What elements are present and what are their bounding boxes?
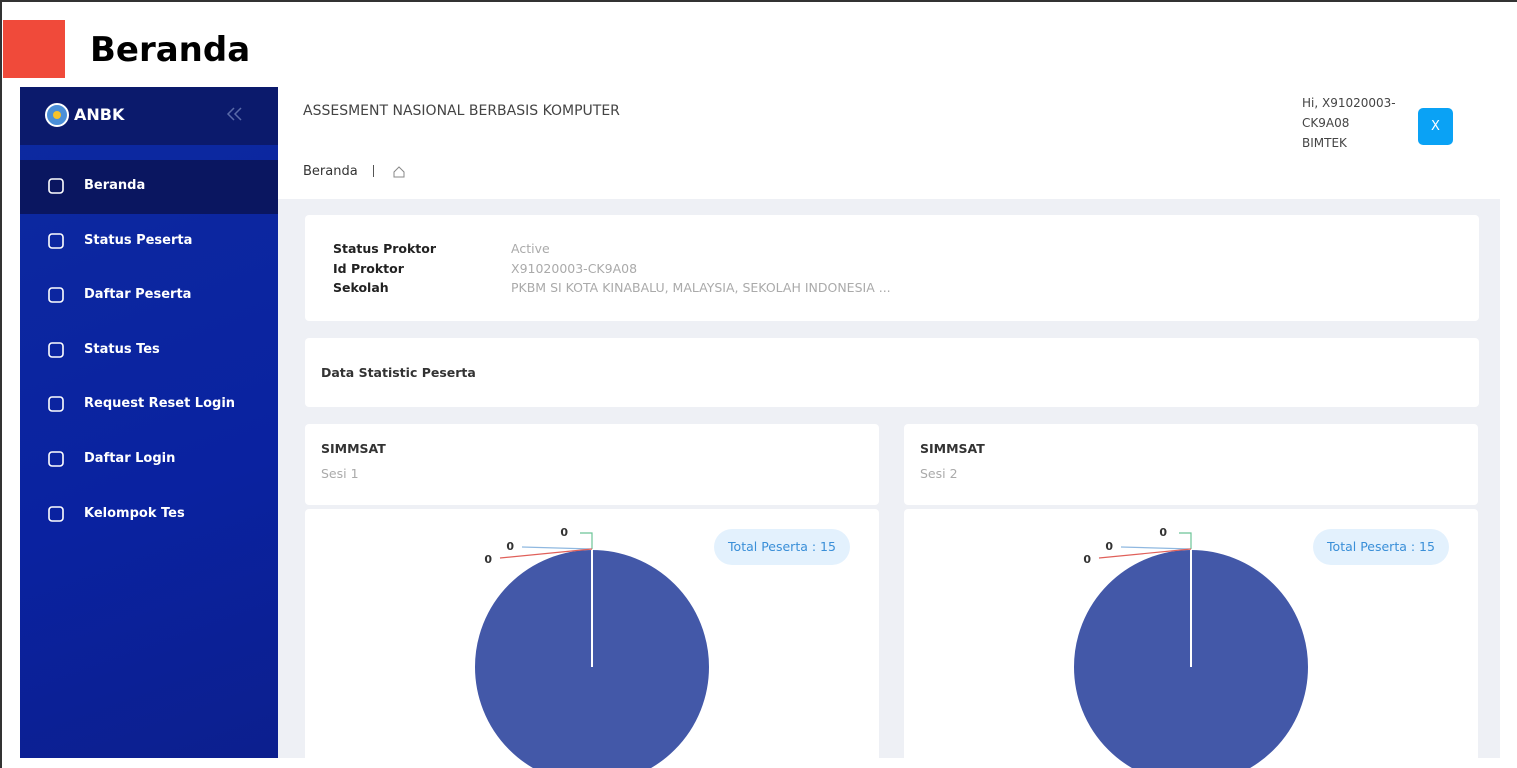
leader-line xyxy=(1120,546,1192,550)
sidebar: ANBK Beranda Status Peserta Daftar Peserta… xyxy=(20,87,278,758)
menu-icon xyxy=(48,287,64,303)
brand-logo xyxy=(45,103,69,127)
user-info: Hi, X91020003- CK9A08 BIMTEK xyxy=(1302,93,1396,153)
slice-label: 0 xyxy=(506,540,514,553)
info-value: X91020003-CK9A08 xyxy=(511,260,638,276)
menu-icon xyxy=(48,178,64,194)
menu-label: Status Peserta xyxy=(84,232,193,248)
pie-chart: 0 0 0 xyxy=(1072,526,1310,768)
slice-label: 0 xyxy=(1159,526,1167,539)
chart-card: Total Peserta : 15 0 0 0 xyxy=(305,509,879,768)
icon-shape xyxy=(48,232,64,249)
info-card: Status Proktor Active Id Proktor X91020003-… xyxy=(305,215,1479,321)
total-badge: Total Peserta : 15 xyxy=(714,529,850,565)
topbar: ASSESMENT NASIONAL BERBASIS KOMPUTER Ber… xyxy=(278,87,1500,199)
leader-line xyxy=(499,548,593,559)
chart-header: SIMMSAT Sesi 1 xyxy=(305,424,879,505)
info-label: Status Proktor xyxy=(333,241,437,256)
menu-icon xyxy=(48,232,64,249)
icon-shape xyxy=(48,396,64,413)
leader-line xyxy=(1179,532,1192,549)
icon-shape xyxy=(48,505,64,522)
main: ASSESMENT NASIONAL BERBASIS KOMPUTER Ber… xyxy=(278,87,1500,768)
menu-item[interactable]: Status Tes xyxy=(20,324,278,378)
chart-title: SIMMSAT xyxy=(920,441,985,456)
menu-icon xyxy=(48,451,64,467)
leader-line xyxy=(521,546,593,550)
icon-shape xyxy=(48,341,64,358)
menu-label: Beranda xyxy=(84,178,146,193)
app-title: ASSESMENT NASIONAL BERBASIS KOMPUTER xyxy=(303,103,620,119)
slice-label: 0 xyxy=(1083,553,1091,566)
menu-icon xyxy=(48,341,64,358)
user-line: Hi, X91020003- xyxy=(1302,96,1396,110)
chart-card: Total Peserta : 15 0 0 0 xyxy=(904,509,1478,768)
info-label: Sekolah xyxy=(333,280,389,295)
menu-label: Status Tes xyxy=(84,341,160,357)
logout-button[interactable]: X xyxy=(1418,108,1453,145)
home-icon[interactable] xyxy=(393,166,405,178)
breadcrumb[interactable]: Beranda xyxy=(303,164,358,179)
icon-shape xyxy=(48,178,64,194)
chart-subtitle: Sesi 2 xyxy=(920,466,958,481)
menu-item[interactable]: Kelompok Tes xyxy=(20,488,278,542)
menu-icon xyxy=(48,505,64,522)
menu-label: Daftar Login xyxy=(84,451,176,466)
total-badge: Total Peserta : 15 xyxy=(1313,529,1449,565)
menu-icon xyxy=(48,396,64,413)
page-title: Beranda xyxy=(90,30,251,70)
brand-bar: ANBK xyxy=(20,87,278,145)
leader-line xyxy=(1098,548,1192,559)
menu-item[interactable]: Daftar Peserta xyxy=(20,269,278,323)
stats-card: Data Statistic Peserta xyxy=(305,338,1479,407)
breadcrumb-separator xyxy=(373,165,374,177)
menu-label: Kelompok Tes xyxy=(84,505,185,521)
leader-line xyxy=(580,532,593,549)
chart-subtitle: Sesi 1 xyxy=(321,466,359,481)
slice-label: 0 xyxy=(1105,540,1113,553)
menu-item[interactable]: Beranda xyxy=(20,160,278,214)
pie-chart: 0 0 0 xyxy=(473,526,711,768)
icon-shape xyxy=(48,287,64,303)
info-value: Active xyxy=(511,241,550,256)
stats-title: Data Statistic Peserta xyxy=(321,365,476,380)
chart-title: SIMMSAT xyxy=(321,441,386,456)
collapse-button[interactable] xyxy=(226,106,244,122)
icon-shape xyxy=(48,451,64,467)
info-value: PKBM SI KOTA KINABALU, MALAYSIA, SEKOLAH… xyxy=(511,280,891,295)
info-label: Id Proktor xyxy=(333,260,404,276)
slice-label: 0 xyxy=(560,526,568,539)
menu-label: Request Reset Login xyxy=(84,396,236,412)
chart-header: SIMMSAT Sesi 2 xyxy=(904,424,1478,505)
menu-label: Daftar Peserta xyxy=(84,287,192,303)
menu-item[interactable]: Request Reset Login xyxy=(20,378,278,432)
slice-label: 0 xyxy=(484,553,492,566)
user-line: BIMTEK xyxy=(1302,136,1347,150)
menu-item[interactable]: Status Peserta xyxy=(20,215,278,269)
logo-block xyxy=(3,20,65,78)
brand: ANBK xyxy=(74,105,125,124)
user-line: CK9A08 xyxy=(1302,116,1350,130)
menu-item[interactable]: Daftar Login xyxy=(20,433,278,487)
